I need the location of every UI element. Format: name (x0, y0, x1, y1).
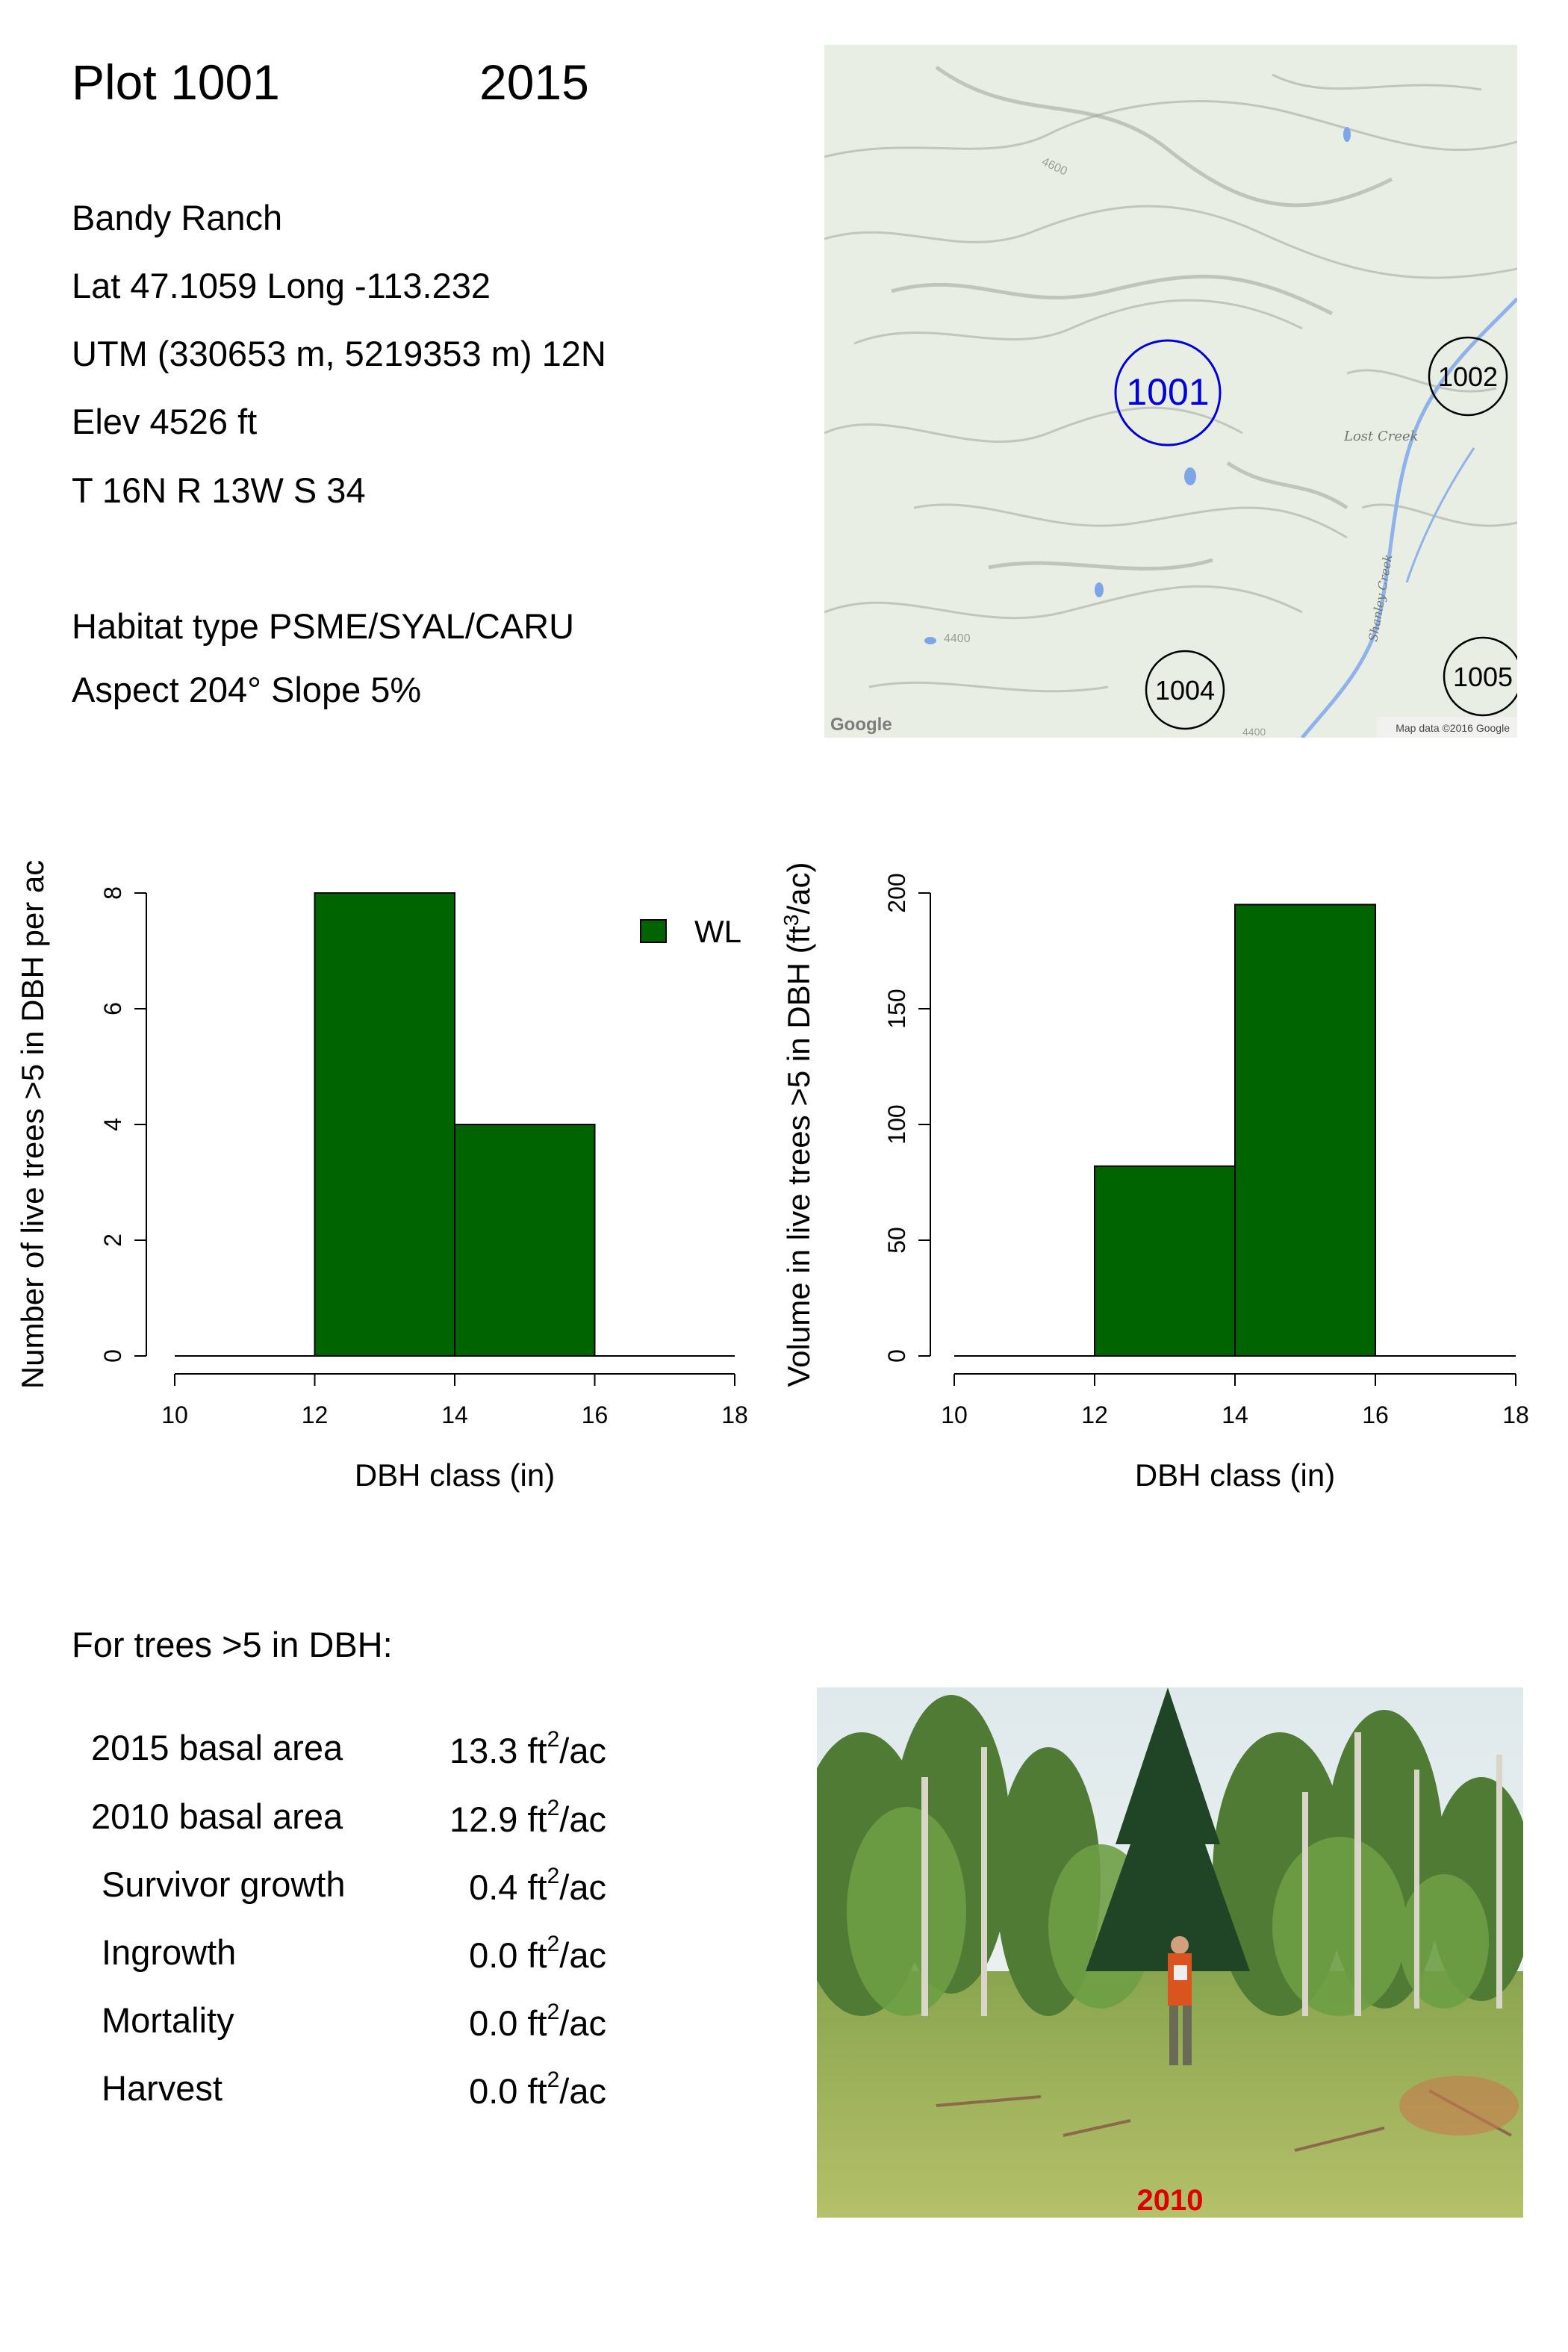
plot-marker-1005[interactable]: 1005 (1443, 636, 1517, 717)
y-tick-label: 100 (883, 1104, 910, 1144)
x-tick-label: 18 (1502, 1401, 1529, 1428)
stat-value: 13.3 ft2/ac (449, 1727, 606, 1771)
y-tick-label: 150 (883, 989, 910, 1028)
y-tick-label: 4 (99, 1118, 126, 1131)
plot-marker-1002[interactable]: 1002 (1428, 336, 1508, 417)
y-tick-label: 8 (99, 886, 126, 900)
stats-heading: For trees >5 in DBH: (72, 1625, 393, 1664)
lost-creek-label: Lost Creek (1343, 429, 1419, 444)
svg-text:1005: 1005 (1453, 662, 1513, 692)
tree-count-chart: 0 2 4 6 8 10 12 14 16 18 DBH class (in) Number of l… (15, 860, 748, 1493)
y-tick-label: 6 (99, 1002, 126, 1015)
x-tick-label: 10 (161, 1401, 188, 1428)
map-attribution: Map data ©2016 Google (1396, 722, 1510, 734)
contour-label: 4400 (1242, 726, 1266, 738)
stat-label: Mortality (102, 2000, 234, 2040)
y-tick-label: 0 (99, 1349, 126, 1363)
y-tick-label: 50 (883, 1227, 910, 1254)
aspect-slope: Aspect 204° Slope 5% (72, 670, 422, 709)
y-tick-label: 200 (883, 873, 910, 912)
stat-value: 12.9 ft2/ac (449, 1796, 606, 1840)
lat-long: Lat 47.1059 Long -113.232 (72, 266, 491, 305)
stat-value: 0.0 ft2/ac (469, 2000, 606, 2044)
x-axis-title: DBH class (in) (1135, 1457, 1335, 1493)
stat-value: 0.4 ft2/ac (469, 1864, 606, 1908)
x-tick-label: 18 (721, 1401, 748, 1428)
plot-year: 2015 (479, 55, 589, 110)
x-tick-label: 16 (1362, 1401, 1389, 1428)
volume-chart: 0 50 100 150 200 10 12 14 16 18 DBH class (in) Volu… (780, 862, 1529, 1493)
plot-marker-1004[interactable]: 1004 (1145, 650, 1225, 730)
stat-label: Survivor growth (102, 1864, 346, 1904)
x-tick-label: 12 (1081, 1401, 1108, 1428)
bar (314, 892, 455, 1357)
bar (1094, 1165, 1236, 1357)
stat-label: 2010 basal area (91, 1796, 343, 1836)
plot-photo-image: 2010 (817, 1687, 1523, 2218)
habitat-type: Habitat type PSME/SYAL/CARU (72, 606, 575, 646)
topo-map[interactable]: 4600 4400 4400 Lost Creek Shanley Creek … (824, 45, 1517, 738)
topo-map-graphic: 4600 4400 4400 Lost Creek Shanley Creek … (824, 45, 1517, 738)
y-tick-label: 2 (99, 1233, 126, 1247)
stat-label: 2015 basal area (91, 1728, 343, 1767)
plot-marker-1001[interactable]: 1001 (1114, 339, 1222, 447)
y-axis-title: Volume in live trees >5 in DBH (ft3/ac) (780, 862, 817, 1387)
y-tick-label: 0 (883, 1349, 910, 1363)
plot-photo[interactable]: 2010 (817, 1687, 1523, 2218)
elevation: Elev 4526 ft (72, 402, 258, 441)
contour-label: 4400 (944, 632, 971, 645)
legend-swatch (640, 919, 667, 943)
stat-label: Harvest (102, 2068, 223, 2108)
x-tick-label: 10 (941, 1401, 968, 1428)
photo-year-label: 2010 (1137, 2184, 1204, 2217)
stat-value: 0.0 ft2/ac (469, 2068, 606, 2112)
stat-value: 0.0 ft2/ac (469, 1932, 606, 1976)
utm-coords: UTM (330653 m, 5219353 m) 12N (72, 334, 606, 373)
svg-text:1004: 1004 (1155, 675, 1215, 706)
x-tick-label: 12 (302, 1401, 329, 1428)
x-tick-label: 14 (441, 1401, 468, 1428)
y-axis-title: Number of live trees >5 in DBH per ac (15, 860, 50, 1389)
township-range-section: T 16N R 13W S 34 (72, 470, 366, 510)
bar (454, 1124, 596, 1357)
google-logo: Google (830, 715, 892, 735)
legend-label: WL (694, 914, 741, 949)
stat-label: Ingrowth (102, 1932, 237, 1972)
x-tick-label: 14 (1222, 1401, 1248, 1428)
svg-text:1001: 1001 (1126, 371, 1209, 413)
bar (1234, 903, 1376, 1357)
svg-text:1002: 1002 (1438, 361, 1498, 392)
x-tick-label: 16 (582, 1401, 609, 1428)
plot-title: Plot 1001 (72, 55, 280, 110)
x-axis-title: DBH class (in) (355, 1457, 555, 1493)
ranch-name: Bandy Ranch (72, 198, 283, 237)
